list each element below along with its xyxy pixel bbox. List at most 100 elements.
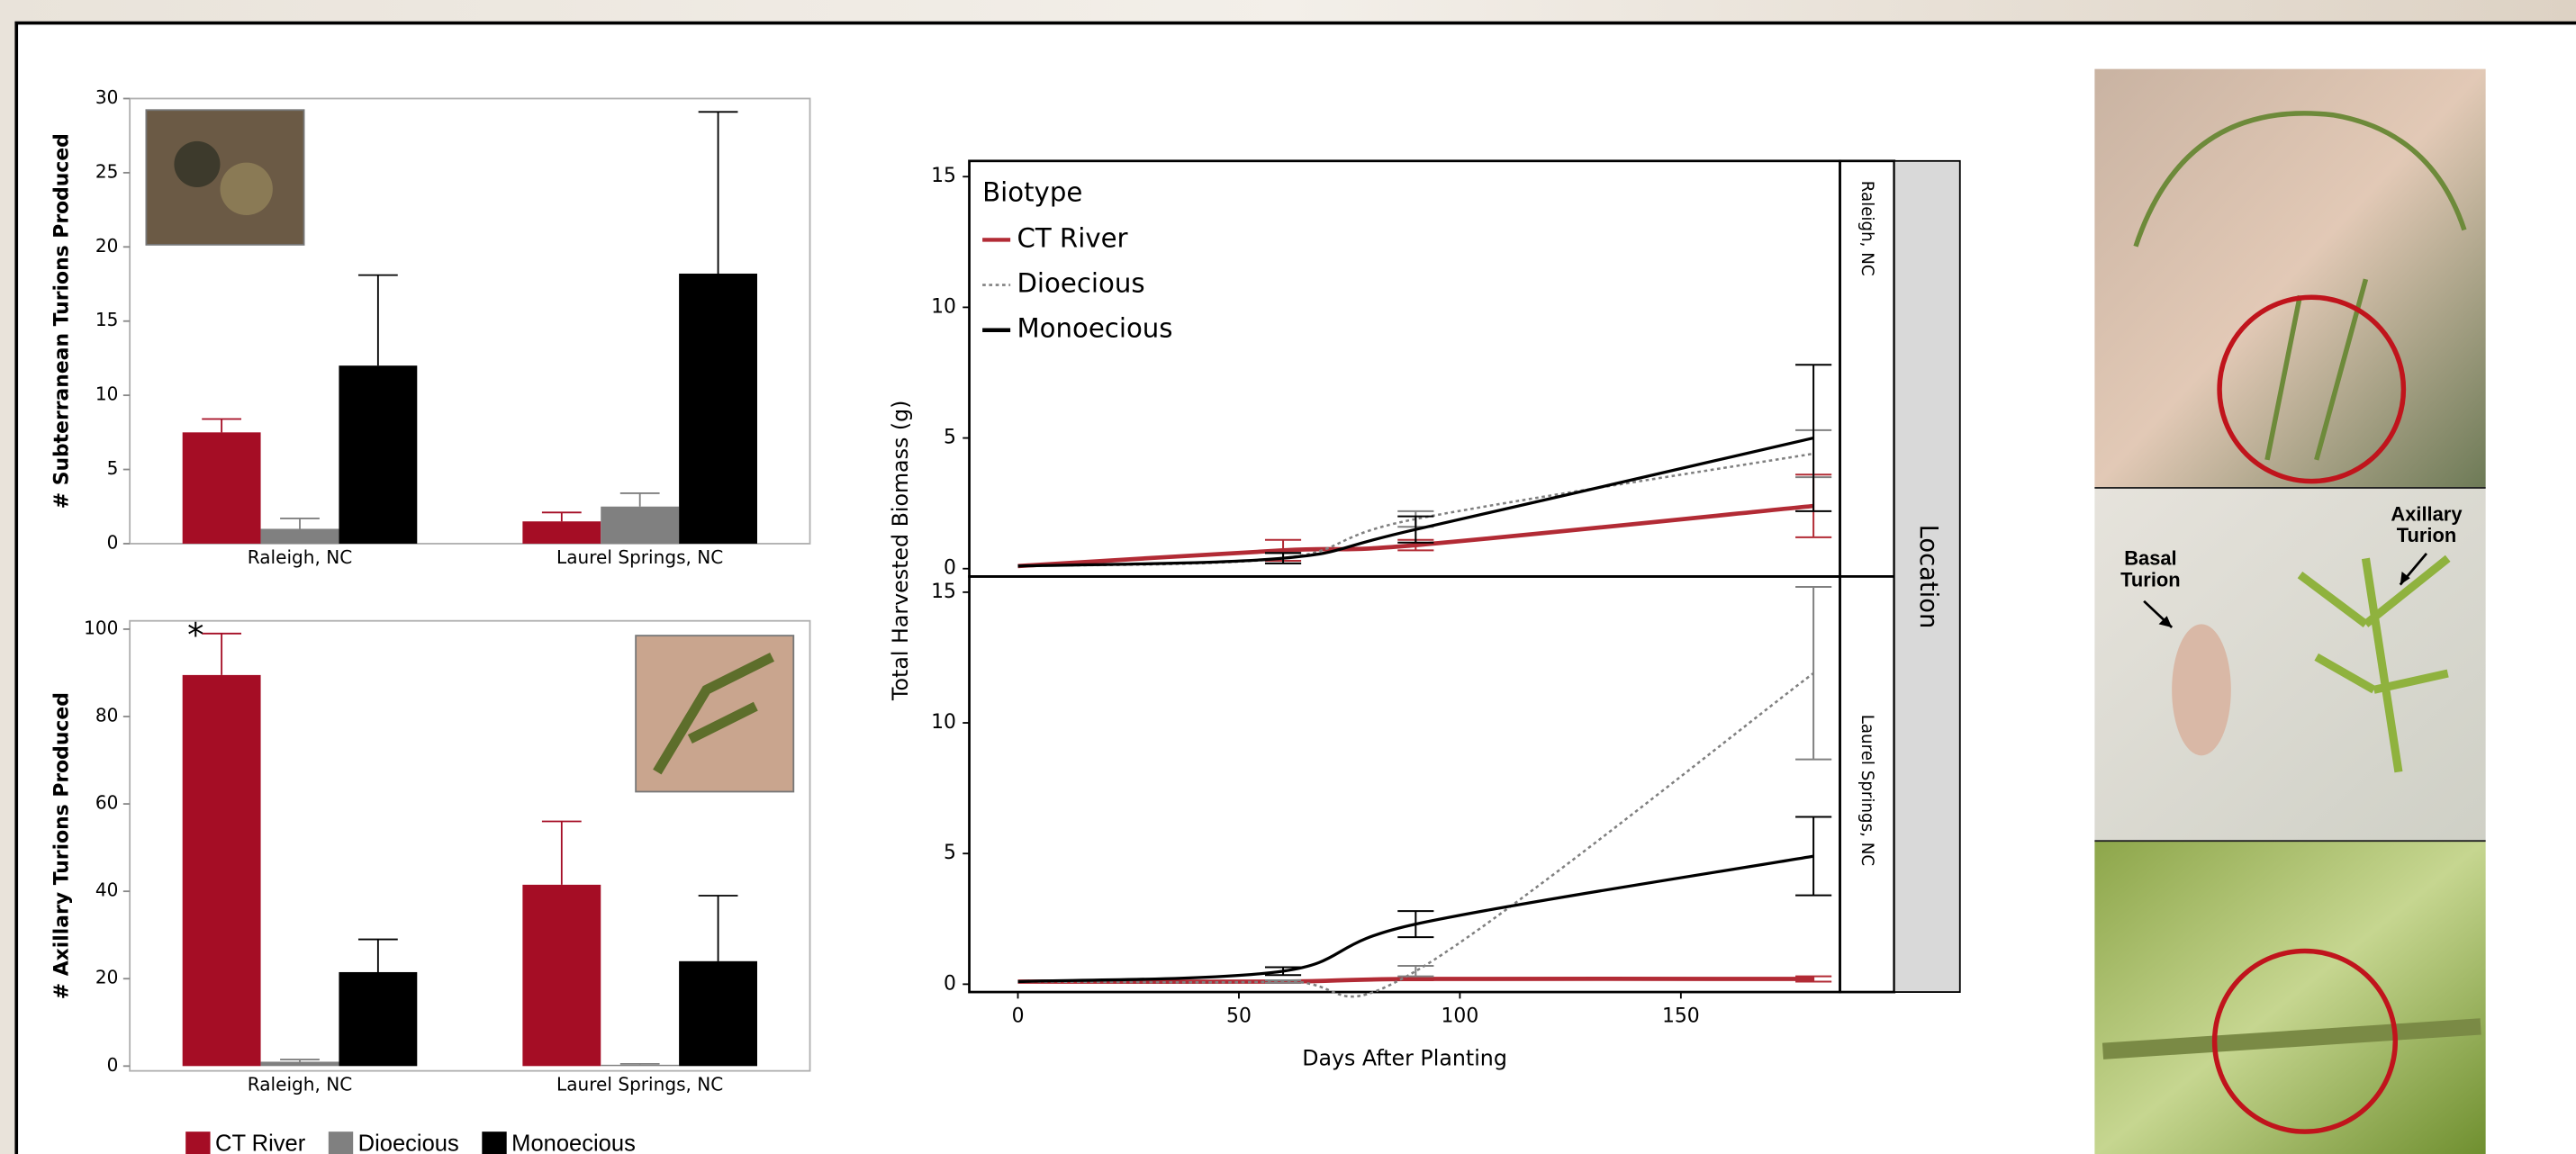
x-tick-label: 50 (1226, 1005, 1252, 1027)
error-bar (202, 418, 242, 433)
legend-label: CT River (1017, 222, 1127, 253)
photo (2094, 841, 2486, 1154)
photo (2094, 487, 2486, 842)
legend-swatch (482, 1131, 507, 1154)
bar (182, 674, 261, 1067)
y-tick-label: 0 (107, 1054, 119, 1076)
y-tick-label: 20 (95, 967, 119, 988)
error-bar (280, 518, 320, 529)
photo-label: Basal Turion (2120, 546, 2181, 591)
y-tick-label: 40 (95, 879, 119, 901)
x-tick-label: Laurel Springs, NC (556, 546, 723, 568)
photo-label: Axillary Turion (2391, 502, 2463, 546)
x-tick-label: 0 (1012, 1005, 1025, 1027)
arrow-head (2400, 571, 2410, 585)
error-bar (1397, 977, 1434, 982)
series-line (1017, 854, 1814, 984)
x-axis-label: Days After Planting (1302, 1045, 1507, 1070)
plot-frame (129, 619, 811, 1072)
error-bar (357, 274, 398, 366)
y-tick-label: 25 (95, 160, 119, 182)
bar (260, 1061, 339, 1067)
bar (601, 1064, 680, 1067)
error-bar (541, 511, 582, 522)
error-bar (280, 1059, 320, 1062)
arrow-head (2158, 616, 2173, 628)
y-tick-label: 0 (944, 972, 956, 995)
error-bar (1264, 966, 1302, 977)
photo-detail (2297, 554, 2451, 773)
error-bar (619, 491, 660, 507)
x-tick-label: Raleigh, NC (248, 546, 353, 568)
x-tick-label: 100 (1442, 1005, 1479, 1027)
error-bar (698, 895, 738, 961)
error-bar (1795, 975, 1832, 983)
highlight-circle (2211, 948, 2399, 1134)
series-line (1017, 672, 1814, 998)
legend-label: Dioecious (1017, 268, 1144, 299)
legend-title: Biotype (982, 176, 1082, 207)
error-bar (1397, 965, 1434, 978)
inset-detail (220, 162, 273, 216)
bar (522, 884, 601, 1067)
error-bar (698, 111, 738, 274)
bar (339, 365, 418, 544)
legend-swatch (328, 1131, 354, 1154)
bar (601, 506, 680, 544)
legend-label: CT River (215, 1131, 306, 1154)
error-bar (1795, 586, 1832, 761)
y-tick-label: 0 (944, 557, 956, 580)
error-bar (1264, 552, 1302, 564)
y-tick-label: 10 (95, 383, 119, 405)
y-tick-label: 15 (95, 309, 119, 330)
y-axis-label: # Axillary Turions Produced (50, 692, 73, 999)
y-tick-label: 30 (95, 86, 119, 108)
error-bar (541, 820, 582, 885)
y-axis-label: Total Harvested Biomass (g) (888, 401, 913, 701)
y-tick-label: 15 (931, 165, 956, 187)
y-tick-label: 20 (95, 235, 119, 257)
y-tick-label: 80 (95, 705, 119, 726)
error-bar (1795, 816, 1832, 897)
photo-detail (2172, 624, 2231, 756)
legend-label: Monoecious (511, 1131, 636, 1154)
error-bar (1397, 910, 1434, 939)
x-tick-label: 150 (1662, 1005, 1700, 1027)
highlight-circle (2217, 294, 2407, 484)
x-tick-label: Laurel Springs, NC (556, 1074, 723, 1095)
y-tick-label: 60 (95, 792, 119, 814)
series-line (1017, 503, 1814, 569)
y-tick-label: 5 (944, 842, 956, 864)
x-tick-label: Raleigh, NC (248, 1074, 353, 1095)
legend-label: Monoecious (1017, 313, 1172, 344)
y-tick-label: 0 (107, 531, 119, 553)
y-axis-label: # Subterranean Turions Produced (50, 133, 73, 509)
bar (522, 521, 601, 544)
inset-detail (174, 140, 221, 188)
error-bar (1397, 515, 1434, 544)
photo (2094, 68, 2486, 488)
error-bar (619, 1062, 660, 1065)
y-tick-label: 100 (84, 617, 118, 638)
legend-swatch (185, 1131, 211, 1154)
legend-label: Dioecious (358, 1131, 459, 1154)
bar (182, 432, 261, 544)
y-tick-label: 5 (107, 457, 119, 479)
error-bar (202, 632, 242, 675)
bar (260, 528, 339, 544)
y-tick-label: 15 (931, 581, 956, 603)
facet-label: Laurel Springs, NC (1857, 715, 1876, 866)
y-tick-label: 5 (944, 427, 956, 449)
series-line (1017, 436, 1814, 568)
facet-title-strip (1893, 159, 1961, 993)
bar (679, 960, 757, 1067)
facet-title: Location (1914, 525, 1942, 629)
bar (679, 273, 757, 544)
inset-detail (653, 652, 775, 775)
error-bar (1795, 364, 1832, 512)
error-bar (357, 938, 398, 972)
y-tick-label: 10 (931, 295, 956, 318)
